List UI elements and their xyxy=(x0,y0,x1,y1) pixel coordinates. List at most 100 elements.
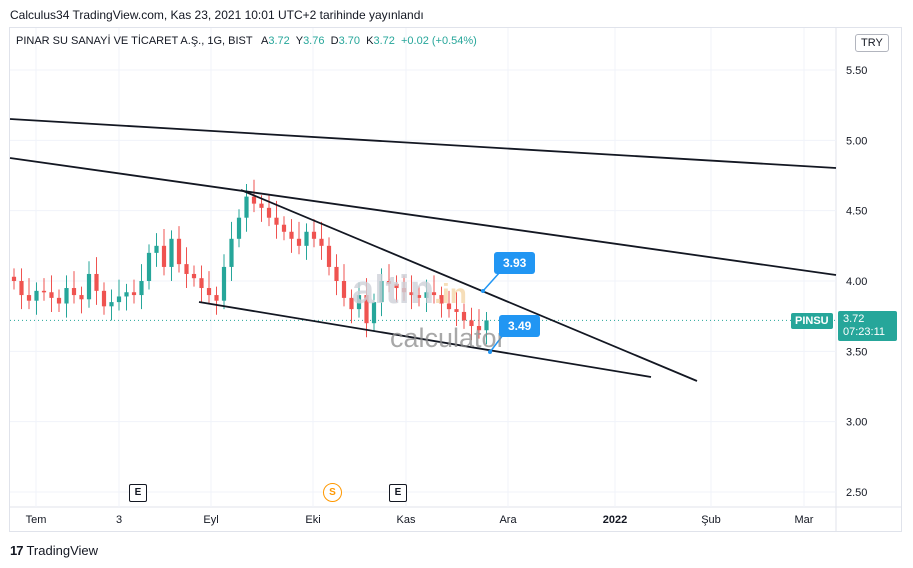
change-value: +0.02 (+0.54%) xyxy=(401,35,477,47)
last-price: 3.72 xyxy=(843,313,865,325)
earnings-event-icon[interactable]: E xyxy=(129,484,147,502)
candle-body xyxy=(379,281,384,303)
candle-body xyxy=(364,295,369,324)
tradingview-brand: TradingView xyxy=(26,543,99,558)
candle-body xyxy=(199,278,204,289)
y-tick-label: 3.00 xyxy=(846,417,867,429)
candle-body xyxy=(349,297,354,310)
candle-body xyxy=(139,281,144,296)
candle-body xyxy=(101,290,107,307)
candles xyxy=(11,179,489,345)
symbol-legend: PINAR SU SANAYİ VE TİCARET A.Ş., 1G, BIS… xyxy=(16,35,477,47)
candle-body xyxy=(326,245,332,267)
tradingview-logo[interactable]: 17 TradingView xyxy=(10,543,98,558)
candle-body xyxy=(109,302,114,307)
bar-countdown: 07:23:11 xyxy=(843,326,886,338)
x-tick-label: 2022 xyxy=(603,514,627,526)
candle-body xyxy=(356,295,362,310)
candle-body xyxy=(19,281,24,296)
candle-body xyxy=(71,288,77,296)
candle-body xyxy=(281,224,287,232)
y-tick-label: 5.50 xyxy=(846,65,867,77)
candle-body xyxy=(214,295,219,301)
candle-body xyxy=(454,309,459,312)
callout-lower-pointer xyxy=(489,334,504,353)
symbol-name: PINAR SU SANAYİ VE TİCARET A.Ş., 1G, BIS… xyxy=(16,35,253,47)
candle-body xyxy=(476,326,482,331)
candle-body xyxy=(169,238,174,267)
candle-body xyxy=(184,264,189,274)
candle-body xyxy=(469,320,474,327)
callout-upper[interactable]: 3.93 xyxy=(494,252,536,274)
candle-body xyxy=(266,207,272,218)
open-value: 3.72 xyxy=(268,35,290,47)
candle-body xyxy=(416,295,422,298)
y-tick-label: 3.50 xyxy=(846,346,867,358)
candle-body xyxy=(296,238,302,246)
candle-body xyxy=(319,238,324,246)
y-tick-label: 2.50 xyxy=(846,487,867,499)
candle-body xyxy=(401,288,407,293)
candle-body xyxy=(64,288,69,304)
x-tick-label: Mar xyxy=(795,514,814,526)
x-tick-label: Eyl xyxy=(203,514,218,526)
candle-body xyxy=(244,196,249,218)
candle-body xyxy=(251,196,257,204)
candle-body xyxy=(176,238,182,265)
candle-body xyxy=(289,231,294,239)
candle-body xyxy=(461,311,467,321)
chart-frame[interactable] xyxy=(9,27,902,532)
high-value: 3.76 xyxy=(303,35,325,47)
candle-body xyxy=(41,290,47,293)
earnings-event-icon-2[interactable]: E xyxy=(389,484,407,502)
candle-body xyxy=(446,303,452,310)
candle-body xyxy=(146,252,152,281)
y-tick-label: 4.00 xyxy=(846,276,867,288)
callout-lower-anchor xyxy=(488,350,492,354)
close-value: 3.72 xyxy=(373,35,395,47)
x-tick-label: 3 xyxy=(116,514,122,526)
ticker-label: PINSU xyxy=(791,313,833,329)
trendlines xyxy=(9,118,837,382)
candle-body xyxy=(259,203,264,208)
candle-body xyxy=(311,231,317,239)
y-tick-label: 5.00 xyxy=(846,135,867,147)
currency-badge[interactable]: TRY xyxy=(855,34,889,52)
trendline-2 xyxy=(9,157,837,276)
candle-body xyxy=(11,276,17,281)
candle-body xyxy=(116,296,122,303)
candle-body xyxy=(274,217,279,225)
callout-lower[interactable]: 3.49 xyxy=(499,315,541,337)
candle-body xyxy=(484,320,489,331)
x-tick-label: Ara xyxy=(499,514,517,526)
candle-body xyxy=(124,292,129,297)
last-price-label: 3.72 07:23:11 xyxy=(838,311,897,341)
trendline-4 xyxy=(198,301,652,378)
candle-body xyxy=(439,295,444,304)
publish-line: Calculus34 TradingView.com, Kas 23, 2021… xyxy=(10,8,424,22)
candle-body xyxy=(56,297,62,304)
candle-body xyxy=(424,292,429,298)
x-tick-label: Şub xyxy=(701,514,721,526)
candle-body xyxy=(154,245,159,253)
candle-body xyxy=(161,245,167,267)
candle-body xyxy=(191,273,197,279)
candle-body xyxy=(341,281,347,298)
candle-body xyxy=(386,281,392,284)
candle-body xyxy=(371,302,377,324)
trendline-1 xyxy=(9,118,837,169)
candle-body xyxy=(49,292,54,298)
candle-body xyxy=(221,266,227,301)
candle-body xyxy=(236,217,242,239)
candle-body xyxy=(206,288,212,296)
trendline-3 xyxy=(240,189,698,382)
low-value: 3.70 xyxy=(338,35,360,47)
candle-body xyxy=(94,273,99,291)
callout-upper-pointer xyxy=(482,271,501,292)
watermark-subtitle: calculator xyxy=(390,323,506,353)
candle-body xyxy=(304,231,309,246)
candle-body xyxy=(409,292,414,296)
candle-body xyxy=(86,273,92,300)
split-event-icon[interactable]: S xyxy=(323,483,342,502)
